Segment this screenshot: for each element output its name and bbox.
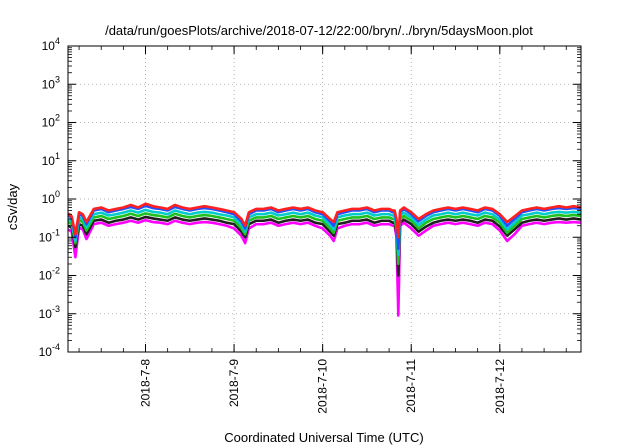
x-tick-label: 2018-7-8 <box>139 359 153 407</box>
y-tick-label: 10-4 <box>39 342 60 359</box>
y-tick-label: 102 <box>42 113 60 130</box>
y-tick-label: 10-2 <box>39 266 60 283</box>
x-tick-label: 2018-7-10 <box>316 359 330 414</box>
y-tick-label: 104 <box>42 36 60 53</box>
series-line-5 <box>67 215 582 277</box>
x-tick-label: 2018-7-12 <box>493 359 507 414</box>
series-line-4 <box>67 212 582 266</box>
series-line-6 <box>67 218 582 317</box>
x-tick-label: 2018-7-9 <box>227 359 241 407</box>
axis-ticks: 10-4 10-3 10-2 10-1 100 101 102 103 104 2018-7-8 2… <box>39 36 581 414</box>
chart-title: /data/run/goesPlots/archive/2018-07-12/2… <box>105 23 533 38</box>
y-tick-label: 103 <box>42 74 60 91</box>
y-tick-label: 100 <box>42 189 60 206</box>
y-tick-label: 10-3 <box>39 304 60 321</box>
y-axis-label: cSv/day <box>5 183 20 230</box>
series-group <box>67 202 582 317</box>
series-line-2 <box>67 204 582 251</box>
plot-frame <box>67 45 582 353</box>
x-axis-label: Coordinated Universal Time (UTC) <box>224 430 423 445</box>
y-tick-label: 101 <box>42 151 60 168</box>
series-line-3 <box>67 208 582 256</box>
series-line-1 <box>67 202 582 239</box>
grid <box>68 46 581 352</box>
y-tick-label: 10-1 <box>39 227 60 244</box>
x-tick-label: 2018-7-11 <box>404 359 418 413</box>
